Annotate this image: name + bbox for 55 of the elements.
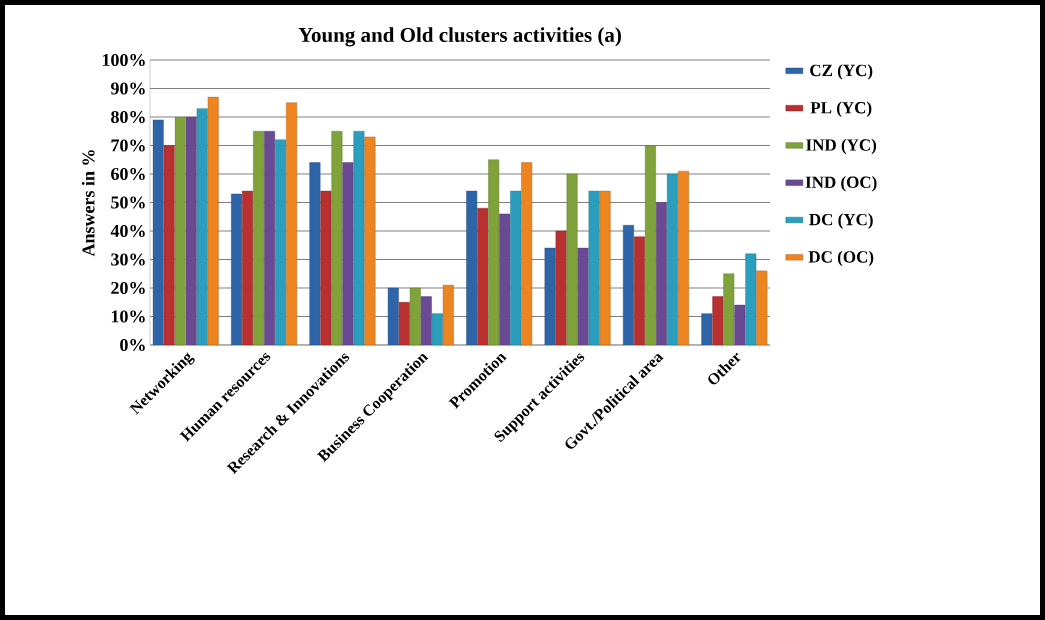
y-tick-label: 0%: [120, 338, 145, 352]
bar: [420, 296, 432, 345]
y-tick-label: 90%: [110, 82, 145, 95]
y-tick-label: 40%: [110, 224, 145, 238]
y-tick-label: 100%: [102, 53, 145, 67]
legend-label: IND (YC): [806, 138, 877, 155]
bar: [152, 119, 164, 345]
bar: [163, 145, 175, 345]
bar: [645, 145, 656, 345]
bar: [364, 136, 376, 345]
bar: [342, 162, 354, 345]
bar: [353, 131, 365, 345]
bar: [309, 162, 321, 345]
bar: [488, 159, 500, 345]
y-tick-label: 30%: [111, 253, 145, 266]
bar: [174, 116, 186, 345]
legend-label: IND (OC): [805, 176, 877, 192]
bar: [499, 213, 511, 345]
bar: [466, 190, 478, 345]
legend-label: PL (YC): [810, 101, 872, 117]
legend-label: DC (YC): [809, 213, 873, 229]
bar: [409, 287, 421, 345]
bar: [387, 287, 399, 345]
bar: [555, 230, 567, 345]
bar: [599, 190, 611, 345]
bar: [477, 207, 489, 345]
bar: [734, 304, 746, 345]
bar: [656, 202, 667, 345]
bar: [331, 131, 343, 345]
bar: [566, 173, 578, 345]
y-tick-label: 50%: [111, 196, 145, 209]
bar: [588, 190, 600, 345]
y-tick-label: 80%: [111, 110, 145, 124]
y-axis-title: Answers in %: [81, 150, 95, 257]
bar: [577, 247, 589, 345]
legend-label: DC (OC): [808, 250, 874, 267]
bar: [231, 193, 242, 345]
y-tick-label: 20%: [111, 281, 145, 295]
y-tick-label: 70%: [111, 139, 145, 152]
bar: [723, 273, 735, 345]
bar: [264, 131, 275, 345]
legend-label: CZ (YC): [810, 64, 873, 80]
bar: [253, 131, 264, 345]
bar: [320, 190, 332, 345]
bar: [634, 236, 645, 345]
bar: [701, 313, 713, 345]
bar: [398, 302, 410, 345]
bar: [623, 225, 634, 345]
y-tick-label: 10%: [111, 310, 145, 323]
chart-title: Young and Old clusters activities (a): [298, 27, 621, 47]
bar: [712, 296, 724, 345]
bar: [185, 116, 197, 345]
bar: [242, 190, 253, 345]
y-tick-label: 60%: [111, 167, 145, 181]
bar: [544, 247, 556, 345]
